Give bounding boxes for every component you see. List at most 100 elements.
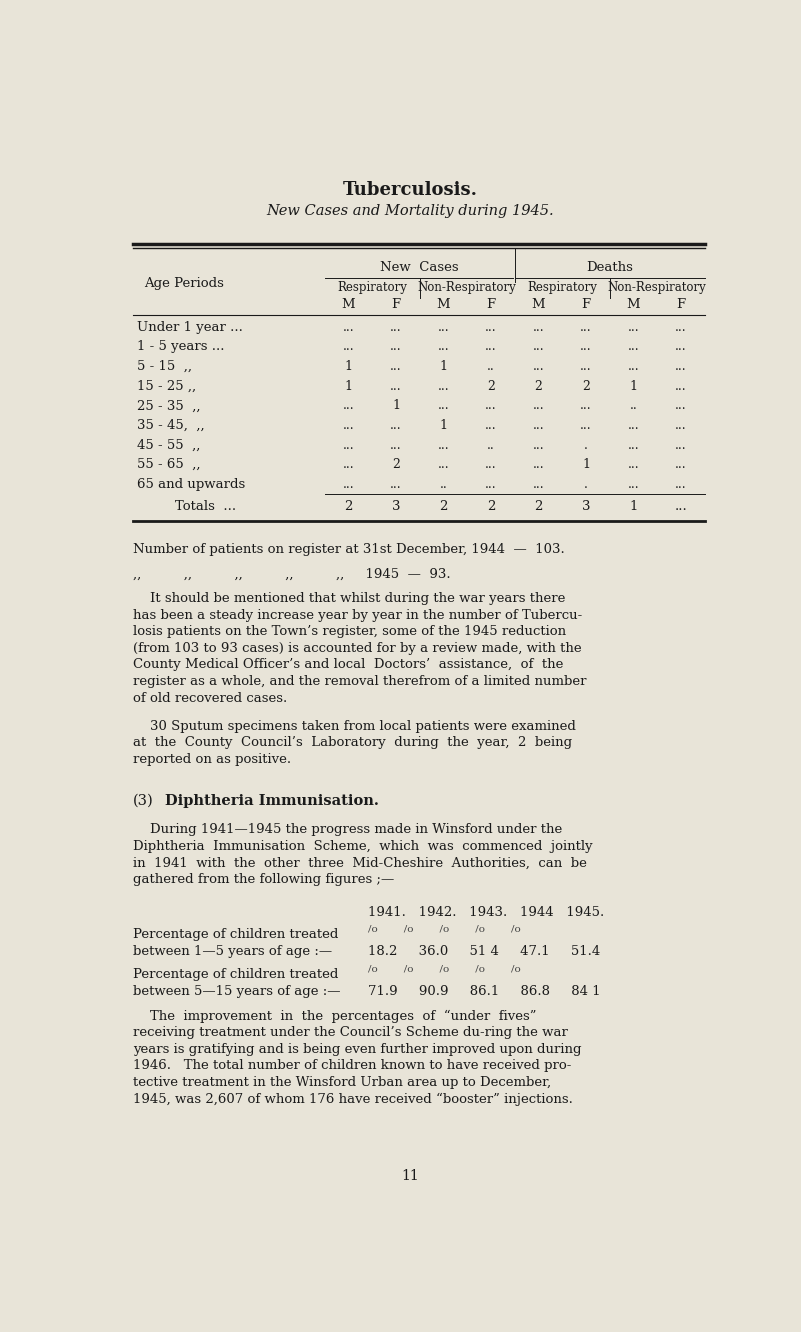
Text: ..: .. — [630, 400, 638, 413]
Text: ...: ... — [533, 438, 545, 452]
Text: 65 and upwards: 65 and upwards — [136, 478, 245, 492]
Text: ...: ... — [437, 341, 449, 353]
Text: ...: ... — [533, 478, 545, 492]
Text: ...: ... — [485, 341, 497, 353]
Text: between 1—5 years of age :—: between 1—5 years of age :— — [133, 944, 332, 958]
Text: Non-Respiratory: Non-Respiratory — [418, 281, 517, 294]
Text: M: M — [437, 297, 450, 310]
Text: ...: ... — [390, 478, 402, 492]
Text: Totals  ...: Totals ... — [175, 500, 236, 513]
Text: Deaths: Deaths — [586, 261, 633, 273]
Text: The  improvement  in  the  percentages  of  “under  fives”: The improvement in the percentages of “u… — [133, 1010, 536, 1023]
Text: 2: 2 — [487, 500, 495, 513]
Text: ...: ... — [675, 380, 686, 393]
Text: 45 - 55  ,,: 45 - 55 ,, — [136, 438, 200, 452]
Text: ...: ... — [533, 420, 545, 432]
Text: 1941.   1942.   1943.   1944   1945.: 1941. 1942. 1943. 1944 1945. — [368, 906, 604, 919]
Text: ...: ... — [674, 500, 687, 513]
Text: .: . — [584, 478, 588, 492]
Text: Respiratory: Respiratory — [337, 281, 407, 294]
Text: 1 - 5 years ...: 1 - 5 years ... — [136, 341, 224, 353]
Text: ...: ... — [580, 321, 592, 334]
Text: 2: 2 — [344, 500, 352, 513]
Text: Percentage of children treated: Percentage of children treated — [133, 928, 338, 940]
Text: tective treatment in the Winsford Urban area up to December,: tective treatment in the Winsford Urban … — [133, 1076, 551, 1088]
Text: F: F — [392, 297, 400, 310]
Text: 1: 1 — [344, 380, 352, 393]
Text: /o        /o        /o        /o        /o: /o /o /o /o /o — [368, 924, 521, 934]
Text: ...: ... — [437, 438, 449, 452]
Text: 25 - 35  ,,: 25 - 35 ,, — [136, 400, 200, 413]
Text: Non-Respiratory: Non-Respiratory — [608, 281, 706, 294]
Text: 3: 3 — [582, 500, 590, 513]
Text: M: M — [532, 297, 545, 310]
Text: ...: ... — [533, 400, 545, 413]
Text: 15 - 25 ,,: 15 - 25 ,, — [136, 380, 195, 393]
Text: ...: ... — [390, 321, 402, 334]
Text: 11: 11 — [401, 1168, 420, 1183]
Text: 1: 1 — [344, 360, 352, 373]
Text: Respiratory: Respiratory — [527, 281, 598, 294]
Text: between 5—15 years of age :—: between 5—15 years of age :— — [133, 984, 340, 998]
Text: ...: ... — [580, 400, 592, 413]
Text: 1945, was 2,607 of whom 176 have received “booster” injections.: 1945, was 2,607 of whom 176 have receive… — [133, 1092, 573, 1106]
Text: 2: 2 — [487, 380, 495, 393]
Text: receiving treatment under the Council’s Scheme du­ring the war: receiving treatment under the Council’s … — [133, 1026, 568, 1039]
Text: ...: ... — [628, 438, 639, 452]
Text: ...: ... — [533, 458, 545, 472]
Text: F: F — [486, 297, 496, 310]
Text: ...: ... — [343, 420, 354, 432]
Text: ...: ... — [675, 341, 686, 353]
Text: Under 1 year ...: Under 1 year ... — [136, 321, 243, 334]
Text: ...: ... — [343, 458, 354, 472]
Text: gathered from the following figures ;—: gathered from the following figures ;— — [133, 872, 394, 886]
Text: /o        /o        /o        /o        /o: /o /o /o /o /o — [368, 964, 521, 974]
Text: ...: ... — [628, 360, 639, 373]
Text: F: F — [676, 297, 686, 310]
Text: (3): (3) — [133, 794, 154, 809]
Text: ...: ... — [390, 380, 402, 393]
Text: ...: ... — [628, 420, 639, 432]
Text: M: M — [342, 297, 356, 310]
Text: ...: ... — [343, 438, 354, 452]
Text: 1: 1 — [630, 380, 638, 393]
Text: ...: ... — [343, 341, 354, 353]
Text: 2: 2 — [534, 500, 542, 513]
Text: Number of patients on register at 31st December, 1944  —  103.: Number of patients on register at 31st D… — [133, 543, 565, 555]
Text: ...: ... — [533, 341, 545, 353]
Text: has been a steady increase year by year in the number of Tubercu-: has been a steady increase year by year … — [133, 609, 582, 622]
Text: ...: ... — [628, 321, 639, 334]
Text: ...: ... — [675, 458, 686, 472]
Text: at  the  County  Council’s  Laboratory  during  the  year,  2  being: at the County Council’s Laboratory durin… — [133, 737, 572, 749]
Text: ..: .. — [487, 360, 495, 373]
Text: ...: ... — [675, 321, 686, 334]
Text: years is gratifying and is being even further improved upon during: years is gratifying and is being even fu… — [133, 1043, 582, 1056]
Text: Diphtheria Immunisation.: Diphtheria Immunisation. — [165, 794, 379, 809]
Text: 2: 2 — [534, 380, 542, 393]
Text: ...: ... — [485, 321, 497, 334]
Text: Age Periods: Age Periods — [144, 277, 224, 290]
Text: register as a whole, and the removal therefrom of a limited number: register as a whole, and the removal the… — [133, 675, 586, 687]
Text: Percentage of children treated: Percentage of children treated — [133, 968, 338, 980]
Text: ...: ... — [485, 420, 497, 432]
Text: M: M — [626, 297, 640, 310]
Text: ...: ... — [343, 400, 354, 413]
Text: 1: 1 — [440, 420, 448, 432]
Text: New Cases and Mortality during 1945.: New Cases and Mortality during 1945. — [267, 204, 554, 217]
Text: ...: ... — [628, 458, 639, 472]
Text: ...: ... — [628, 478, 639, 492]
Text: ...: ... — [675, 400, 686, 413]
Text: ...: ... — [675, 420, 686, 432]
Text: During 1941—1945 the progress made in Winsford under the: During 1941—1945 the progress made in Wi… — [133, 823, 562, 836]
Text: ...: ... — [390, 438, 402, 452]
Text: ...: ... — [485, 458, 497, 472]
Text: 5 - 15  ,,: 5 - 15 ,, — [136, 360, 191, 373]
Text: ...: ... — [343, 478, 354, 492]
Text: in  1941  with  the  other  three  Mid-Cheshire  Authorities,  can  be: in 1941 with the other three Mid-Cheshir… — [133, 856, 586, 870]
Text: 35 - 45,  ,,: 35 - 45, ,, — [136, 420, 204, 432]
Text: ...: ... — [390, 341, 402, 353]
Text: losis patients on the Town’s register, some of the 1945 reduction: losis patients on the Town’s register, s… — [133, 625, 566, 638]
Text: ...: ... — [628, 341, 639, 353]
Text: ...: ... — [390, 420, 402, 432]
Text: F: F — [582, 297, 590, 310]
